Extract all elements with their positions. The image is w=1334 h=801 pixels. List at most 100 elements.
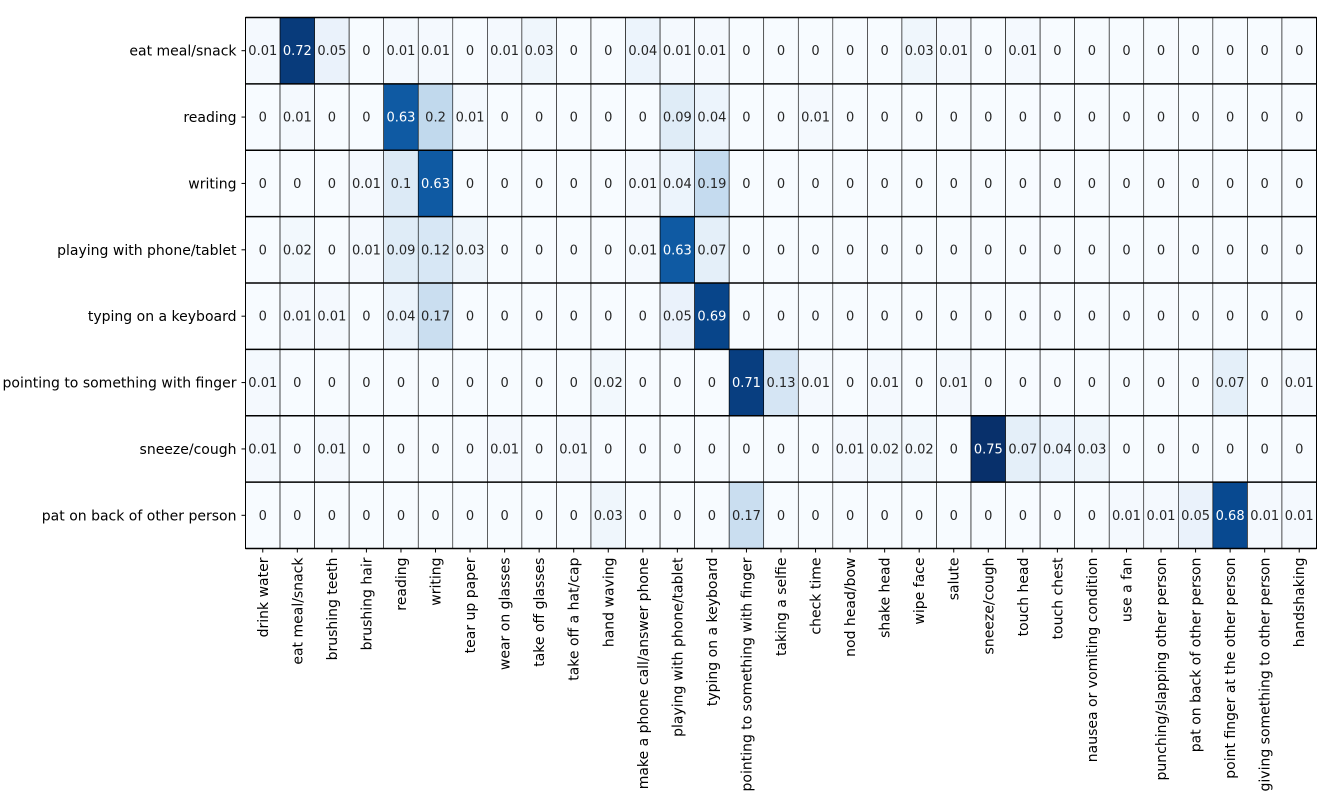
cell-value-label: 0 — [742, 111, 750, 126]
heatmap-cell — [1143, 282, 1179, 350]
cell-value-label: 0 — [1122, 177, 1130, 192]
cell-value-label: 0.17 — [732, 509, 761, 524]
cell-value-label: 0 — [431, 509, 439, 524]
heatmap-cell — [763, 216, 799, 284]
cell-value-label: 0.71 — [732, 376, 761, 391]
heatmap-cell — [1247, 282, 1283, 350]
cell-value-label: 0 — [1019, 310, 1027, 325]
heatmap-cell — [625, 216, 661, 284]
cell-value-label: 0 — [1157, 310, 1165, 325]
heatmap-cell — [1178, 149, 1214, 217]
cell-value-label: 0 — [1295, 243, 1303, 258]
column-label: check time — [809, 558, 825, 635]
row-label: writing — [188, 176, 236, 192]
cell-value-label: 0.09 — [663, 111, 692, 126]
heatmap-cell — [1281, 83, 1317, 151]
cell-value-label: 0 — [259, 509, 267, 524]
heatmap-cell — [797, 282, 834, 350]
cell-value-label: 0 — [639, 509, 647, 524]
cell-value-label: 0 — [466, 376, 474, 391]
heatmap-cell — [590, 149, 626, 217]
heatmap-cell — [797, 83, 834, 151]
heatmap-cell — [970, 17, 1006, 85]
heatmap-cell — [348, 149, 384, 217]
heatmap-cell — [348, 216, 384, 284]
cell-value-label: 0 — [535, 509, 543, 524]
heatmap-cell — [832, 83, 868, 151]
cell-value-label: 0.63 — [386, 111, 415, 126]
cell-value-label: 0 — [915, 310, 923, 325]
heatmap-cell — [556, 481, 592, 549]
cell-value-label: 0 — [535, 376, 543, 391]
heatmap-cell — [556, 349, 592, 417]
heatmap-cell — [970, 415, 1006, 483]
cell-value-label: 0.01 — [801, 111, 830, 126]
cell-value-label: 0 — [708, 442, 716, 457]
heatmap-cell — [936, 282, 972, 350]
heatmap-cell — [625, 349, 661, 417]
heatmap-cell — [1178, 349, 1214, 417]
heatmap-cell — [556, 17, 592, 85]
heatmap-cell — [556, 216, 592, 284]
heatmap-cell — [832, 282, 868, 350]
heatmap-cell — [901, 17, 937, 85]
heatmap-cell — [1108, 216, 1145, 284]
cell-value-label: 0.03 — [525, 44, 554, 59]
cell-value-label: 0 — [362, 44, 370, 59]
column-label: take off a hat/cap — [567, 557, 583, 680]
heatmap-cell — [314, 17, 350, 85]
heatmap-cell — [417, 83, 454, 151]
column-label: point finger at the other person — [1223, 558, 1239, 779]
column-label: writing — [429, 558, 445, 606]
cell-value-label: 0.01 — [248, 442, 277, 457]
cell-value-label: 0 — [397, 376, 405, 391]
cell-value-label: 0 — [811, 509, 819, 524]
cell-value-label: 0 — [984, 376, 992, 391]
cell-value-label: 0 — [1226, 177, 1234, 192]
heatmap-cell — [590, 481, 626, 549]
cell-value-label: 0 — [293, 376, 301, 391]
heatmap-cell — [625, 83, 661, 151]
cell-value-label: 0.01 — [559, 442, 588, 457]
cell-value-label: 0 — [1191, 111, 1199, 126]
heatmap-cell — [1005, 481, 1041, 549]
cell-value-label: 0.07 — [697, 243, 726, 258]
column-label: pat on back of other person — [1189, 558, 1205, 753]
cell-value-label: 0 — [570, 243, 578, 258]
heatmap-cell — [348, 282, 384, 350]
cell-value-label: 0 — [1191, 44, 1199, 59]
row-tick-labels: eat meal/snack reading writing playing with… — [3, 44, 246, 524]
heatmap-cell — [832, 481, 868, 549]
column-label: taking a selfie — [774, 558, 790, 657]
cell-value-label: 0.02 — [594, 376, 623, 391]
cell-value-label: 0 — [1295, 177, 1303, 192]
cell-value-label: 0.01 — [248, 44, 277, 59]
cell-value-label: 0 — [1226, 111, 1234, 126]
heatmap-cell — [245, 349, 281, 417]
cell-value-label: 0 — [293, 442, 301, 457]
cell-value-label: 0 — [362, 111, 370, 126]
cell-value-label: 0 — [881, 509, 889, 524]
cell-value-label: 0 — [500, 376, 508, 391]
cell-value-label: 0.01 — [1285, 376, 1314, 391]
heatmap-cell — [694, 415, 730, 483]
cell-value-label: 0 — [1122, 111, 1130, 126]
column-label: drink water — [256, 557, 272, 637]
cell-value-label: 0 — [535, 442, 543, 457]
heatmap-cell — [487, 349, 523, 417]
heatmap-cell — [1281, 415, 1317, 483]
cell-value-label: 0 — [1226, 442, 1234, 457]
cell-value-label: 0 — [639, 376, 647, 391]
heatmap-cell — [487, 216, 523, 284]
column-label: salute — [947, 558, 963, 601]
cell-value-label: 0.01 — [490, 442, 519, 457]
cell-value-label: 0 — [846, 310, 854, 325]
cell-value-label: 0 — [1019, 111, 1027, 126]
cell-value-label: 0 — [673, 509, 681, 524]
heatmap-cell — [1143, 349, 1179, 417]
heatmap-cell — [1247, 481, 1283, 549]
cell-value-label: 0 — [1261, 243, 1269, 258]
heatmap-cell — [659, 282, 695, 350]
cell-value-label: 0 — [1053, 177, 1061, 192]
cell-value-label: 0 — [259, 177, 267, 192]
